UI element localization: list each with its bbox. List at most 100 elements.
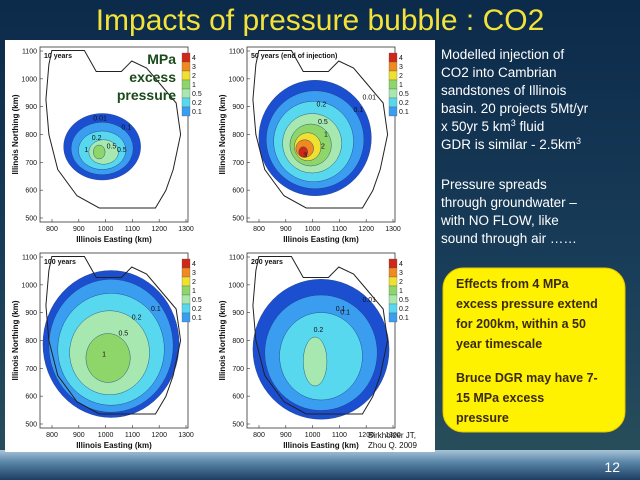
legend-swatch: [181, 276, 191, 287]
contour-label: 0.5: [118, 330, 128, 337]
y-tick-label: 1100: [229, 255, 244, 262]
legend-label: 3: [399, 270, 403, 277]
panel-title: 50 years (end of injection): [251, 53, 337, 60]
callout-text: Effects from 4 MPa: [456, 277, 570, 291]
text-run: GDR is similar - 2.5km: [441, 137, 576, 152]
x-tick-label: 1300: [385, 432, 401, 439]
y-tick-label: 500: [232, 422, 244, 429]
legend-swatch: [388, 258, 398, 269]
panel-title: 200 years: [251, 259, 283, 266]
y-tick-label: 900: [25, 104, 37, 111]
slide-title: Impacts of pressure bubble : CO2: [96, 4, 545, 37]
x-tick-label: 1200: [151, 226, 167, 233]
contour-label: 1: [324, 131, 328, 138]
legend-swatch: [388, 303, 398, 314]
callout-text: excess pressure extend: [456, 297, 598, 311]
panel-title: 10 years: [44, 53, 72, 60]
legend-swatch: [181, 97, 191, 108]
body-text: sandstones of Illinois: [441, 83, 567, 98]
contour-label: 0.2: [132, 315, 142, 322]
text-run: with NO FLOW, like: [440, 213, 559, 228]
text-run: fluid: [516, 119, 545, 134]
legend-swatch: [181, 52, 191, 63]
legend-swatch: [181, 312, 191, 323]
legend-swatch: [181, 303, 191, 314]
slide-number: 12: [604, 459, 620, 475]
y-tick-label: 500: [25, 422, 37, 429]
x-tick-label: 800: [46, 226, 58, 233]
basin-outline: [252, 50, 389, 209]
legend-label: 1: [192, 288, 196, 295]
body-text: Modelled injection of: [441, 47, 564, 62]
legend-swatch: [388, 312, 398, 323]
legend-label: 1: [399, 288, 403, 295]
body-text: Pressure spreads: [441, 177, 547, 192]
body-text: basin. 20 projects 5Mt/yr: [441, 101, 589, 116]
legend-swatch: [388, 285, 398, 296]
x-tick-label: 900: [280, 226, 292, 233]
x-tick-label: 800: [46, 432, 58, 439]
y-tick-label: 800: [25, 338, 37, 345]
legend-swatch: [181, 61, 191, 72]
citation: Birkholzer JT,: [368, 431, 416, 440]
x-tick-label: 800: [253, 226, 265, 233]
legend-swatch: [388, 276, 398, 287]
legend-swatch: [388, 106, 398, 117]
pressure-contour: [85, 333, 131, 383]
legend-label: 4: [399, 55, 403, 62]
y-tick-label: 700: [25, 366, 37, 373]
overlay-label: excess: [129, 69, 176, 85]
legend-label: 0.1: [192, 315, 202, 322]
plot-area: [39, 46, 189, 223]
legend-label: 0.1: [399, 109, 409, 116]
legend-label: 0.5: [399, 91, 409, 98]
contour-label: 0.1: [354, 107, 364, 114]
y-tick-label: 1000: [21, 76, 37, 83]
y-tick-label: 700: [232, 366, 244, 373]
legend-swatch: [181, 258, 191, 269]
contour-label: 0.1: [121, 124, 131, 131]
overlay-label: MPa: [147, 51, 176, 67]
legend-label: 4: [192, 55, 196, 62]
body-text: with NO FLOW, like: [440, 213, 559, 228]
contour-label: 0.2: [314, 327, 324, 334]
y-tick-label: 1000: [21, 282, 37, 289]
x-axis-label: Illinois Easting (km): [76, 441, 152, 450]
pressure-contour: [303, 336, 328, 387]
x-tick-label: 1000: [305, 432, 321, 439]
y-axis-label: Illinois Northing (km): [218, 300, 227, 380]
x-tick-label: 1100: [332, 226, 347, 233]
callout-text: for 200km, within a 50: [456, 317, 586, 331]
legend-swatch: [181, 70, 191, 81]
y-tick-label: 900: [232, 104, 244, 111]
y-tick-label: 1100: [229, 49, 244, 56]
x-tick-label: 1100: [125, 226, 140, 233]
basin-outline: [252, 256, 389, 415]
legend-label: 2: [399, 279, 403, 286]
x-tick-label: 1300: [385, 226, 401, 233]
legend-label: 0.2: [192, 306, 202, 313]
y-axis-label: Illinois Northing (km): [218, 94, 227, 174]
y-tick-label: 500: [25, 216, 37, 223]
legend-label: 3: [192, 270, 196, 277]
contour-label: 0.5: [318, 119, 328, 126]
legend-label: 0.2: [192, 100, 202, 107]
contour-label: 0.1: [336, 306, 346, 313]
x-axis-label: Illinois Easting (km): [76, 235, 152, 244]
legend-label: 0.5: [399, 297, 409, 304]
y-tick-label: 700: [25, 160, 37, 167]
contour-label: 0.01: [362, 297, 376, 304]
x-tick-label: 1100: [332, 432, 347, 439]
panel-title: 100 years: [44, 259, 76, 266]
x-tick-label: 800: [253, 432, 265, 439]
y-tick-label: 1000: [228, 76, 244, 83]
text-run: sandstones of Illinois: [441, 83, 567, 98]
pressure-contour: [298, 146, 308, 158]
x-tick-label: 1300: [178, 432, 194, 439]
contour-label: 0.2: [92, 135, 102, 142]
text-run: sound through air ……: [441, 231, 577, 246]
callout-text: pressure: [456, 411, 509, 425]
legend-label: 3: [192, 64, 196, 71]
contour-label: 0.01: [93, 116, 107, 123]
